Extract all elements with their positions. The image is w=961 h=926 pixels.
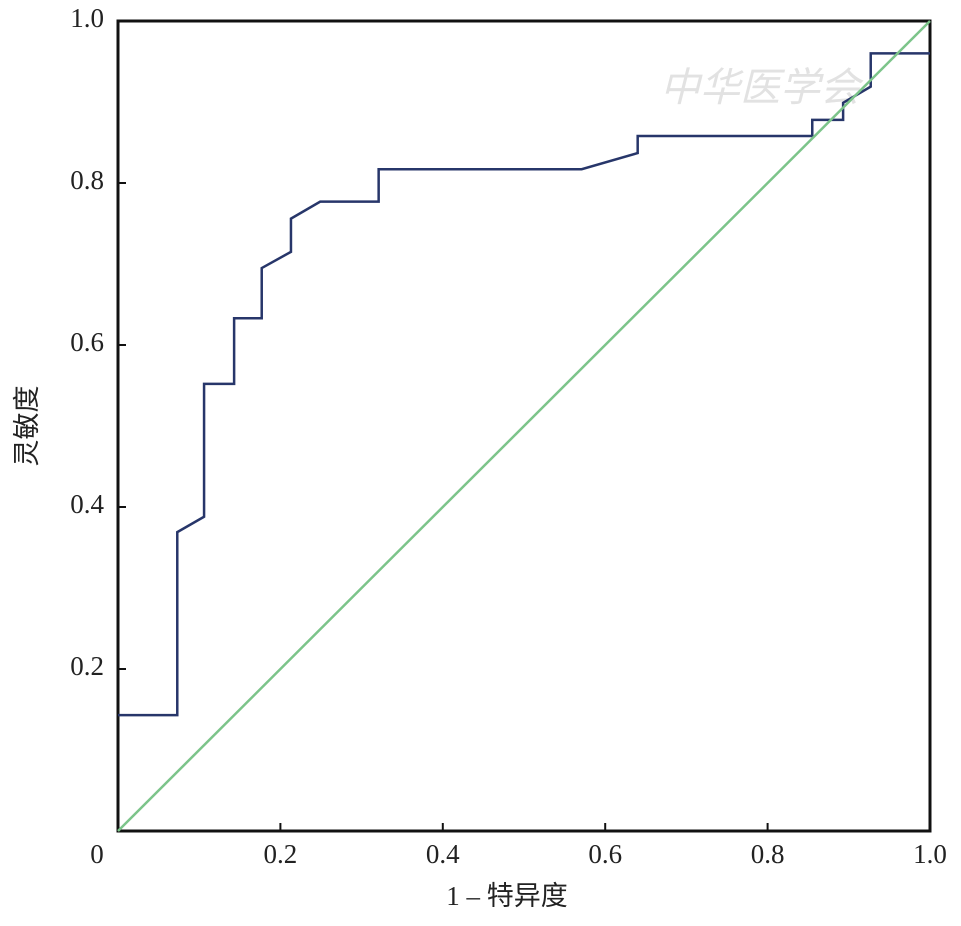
y-tick-label: 0.4 xyxy=(70,489,104,519)
x-tick-label: 0.8 xyxy=(751,839,785,869)
y-tick-label: 0.2 xyxy=(70,651,104,681)
y-tick-label: 0.8 xyxy=(70,165,104,195)
x-tick-label: 0.2 xyxy=(264,839,298,869)
x-tick-label: 0.6 xyxy=(588,839,622,869)
watermark: 中华医学会 xyxy=(660,65,864,110)
y-tick-label: 0.6 xyxy=(70,327,104,357)
y-axis-label: 灵敏度 xyxy=(12,386,42,467)
x-tick-label: 0.4 xyxy=(426,839,460,869)
x-axis-label: 1 – 特异度 xyxy=(446,881,568,911)
x-tick-label: 1.0 xyxy=(913,839,947,869)
x-tick-label: 0 xyxy=(90,839,104,869)
y-tick-label: 1.0 xyxy=(70,3,104,33)
roc-line xyxy=(118,52,930,717)
plot-frame xyxy=(116,19,932,833)
roc-line xyxy=(117,20,931,832)
